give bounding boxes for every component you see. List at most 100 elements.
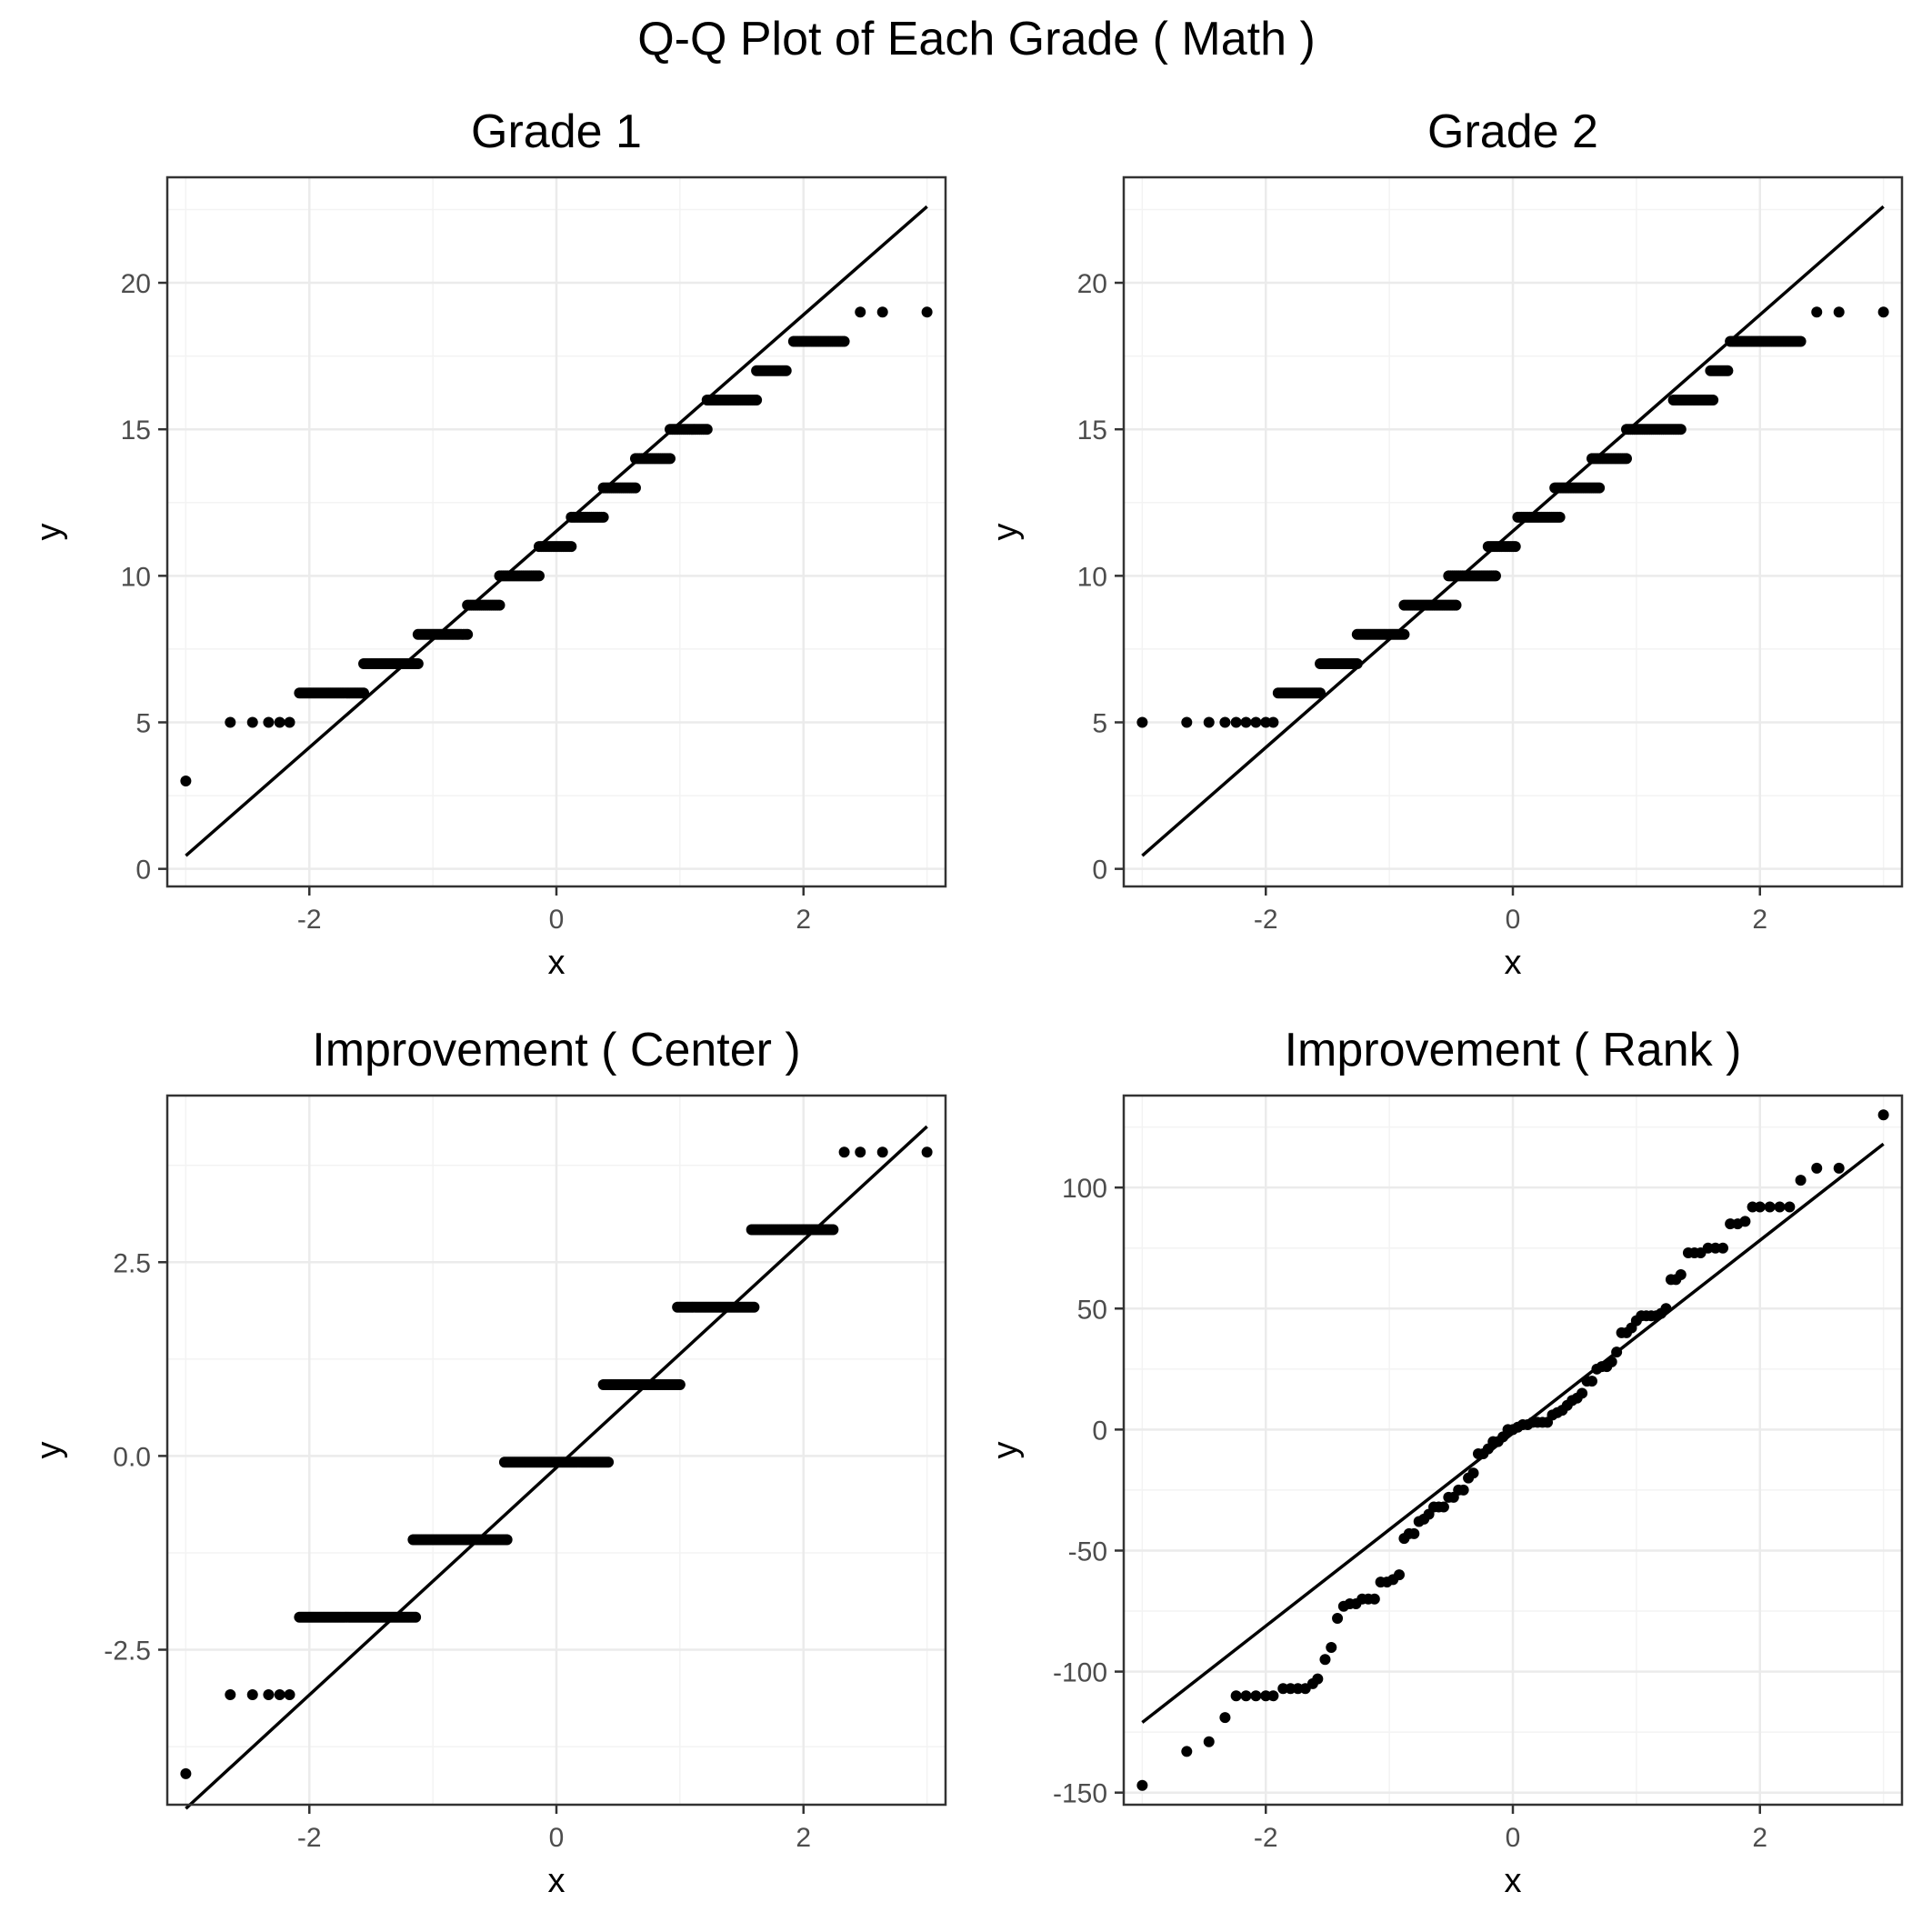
x-axis-label: x (1505, 944, 1522, 982)
data-point (1594, 482, 1606, 494)
data-point (1877, 306, 1889, 318)
data-point (1240, 1690, 1252, 1702)
x-tick-label: 0 (549, 905, 565, 935)
data-point (1457, 1484, 1469, 1496)
y-tick-label: 10 (1077, 562, 1107, 592)
data-point (1675, 424, 1687, 435)
x-tick-label: 0 (549, 1823, 565, 1853)
data-point (1230, 1690, 1242, 1702)
data-point (1267, 1690, 1279, 1702)
y-tick-label: 20 (121, 269, 151, 299)
data-point (263, 1688, 275, 1700)
y-tick-label: 15 (1077, 415, 1107, 445)
data-point (274, 1688, 285, 1700)
y-tick-label: 10 (121, 562, 151, 592)
data-point (1203, 716, 1215, 728)
data-point (1203, 1736, 1215, 1747)
data-point (1181, 716, 1193, 728)
y-tick-label: -150 (1053, 1779, 1107, 1809)
data-point (665, 453, 676, 465)
data-point (1267, 716, 1279, 728)
data-point (1368, 1593, 1380, 1605)
data-point (284, 1688, 295, 1700)
data-point (180, 775, 192, 786)
data-point (780, 365, 792, 376)
data-point (1833, 1162, 1845, 1174)
y-axis-label: y (30, 524, 68, 541)
y-tick-label: 20 (1077, 269, 1107, 299)
data-point (1554, 511, 1566, 523)
data-point (1509, 541, 1521, 553)
data-point (876, 306, 888, 318)
y-tick-label: 5 (1092, 709, 1107, 739)
data-point (1219, 1712, 1231, 1724)
data-point (1326, 1641, 1337, 1653)
x-tick-label: -2 (297, 905, 322, 935)
data-point (1393, 1569, 1405, 1581)
data-point (1833, 306, 1845, 318)
data-point (748, 1301, 760, 1313)
data-point (1877, 1109, 1889, 1121)
qq-reference-line (1141, 1142, 1885, 1724)
data-point (629, 482, 641, 494)
data-point (1332, 1613, 1344, 1625)
data-point (1312, 1673, 1324, 1685)
figure-title: Q-Q Plot of Each Grade ( Math ) (637, 13, 1316, 65)
panel-title: Grade 2 (1427, 105, 1598, 158)
data-point (1707, 394, 1719, 405)
data-point (1230, 716, 1242, 728)
x-tick-label: -2 (1254, 905, 1278, 935)
data-point (180, 1767, 192, 1779)
data-point (1489, 570, 1501, 582)
data-point (603, 1457, 615, 1468)
data-point (412, 658, 424, 670)
data-point (225, 716, 236, 728)
data-point (494, 599, 506, 611)
data-point (1450, 599, 1462, 611)
data-point (1240, 716, 1252, 728)
y-axis-label: y (986, 524, 1025, 541)
data-point (1764, 1201, 1776, 1213)
data-point (1586, 1376, 1597, 1387)
data-point (751, 394, 763, 405)
data-point (1675, 1268, 1687, 1280)
data-point (1408, 1527, 1420, 1539)
data-point (597, 511, 609, 523)
x-axis-label: x (1505, 1862, 1522, 1900)
data-point (1136, 1779, 1148, 1791)
data-point (1795, 1175, 1807, 1186)
data-point (921, 306, 933, 318)
data-point (1784, 1201, 1796, 1213)
data-point (1136, 716, 1148, 728)
data-point (533, 570, 545, 582)
y-tick-label: 5 (135, 709, 151, 739)
data-point (1181, 1746, 1193, 1757)
data-point (1250, 1690, 1262, 1702)
data-point (1250, 716, 1262, 728)
data-point (1219, 716, 1231, 728)
data-point (1722, 365, 1734, 376)
data-point (1467, 1467, 1479, 1479)
x-axis-label: x (548, 1862, 566, 1900)
y-tick-label: 0 (1092, 856, 1107, 886)
panel-4: -2 0 2 -150 -100 -50 0 50 100 Improvement ( Rank … (986, 1024, 1904, 1900)
panel-3: -2 0 2 -2.5 0.0 2.5 Improvement ( Center ) x y (30, 1024, 947, 1900)
panel-title: Improvement ( Rank ) (1285, 1024, 1742, 1076)
data-point (501, 1534, 513, 1546)
data-point (855, 1146, 866, 1158)
data-point (1319, 1654, 1331, 1666)
data-point (1621, 453, 1633, 465)
data-point (566, 541, 577, 553)
qq-reference-line (185, 205, 928, 857)
y-tick-label: 2.5 (113, 1248, 151, 1278)
data-point (225, 1688, 236, 1700)
data-point (274, 716, 285, 728)
y-tick-label: 0 (1092, 1416, 1107, 1446)
x-tick-label: 2 (1752, 1823, 1767, 1853)
data-point (410, 1611, 422, 1623)
y-tick-label: 0 (135, 856, 151, 886)
y-tick-label: -2.5 (104, 1637, 151, 1667)
x-axis-label: x (548, 944, 566, 982)
